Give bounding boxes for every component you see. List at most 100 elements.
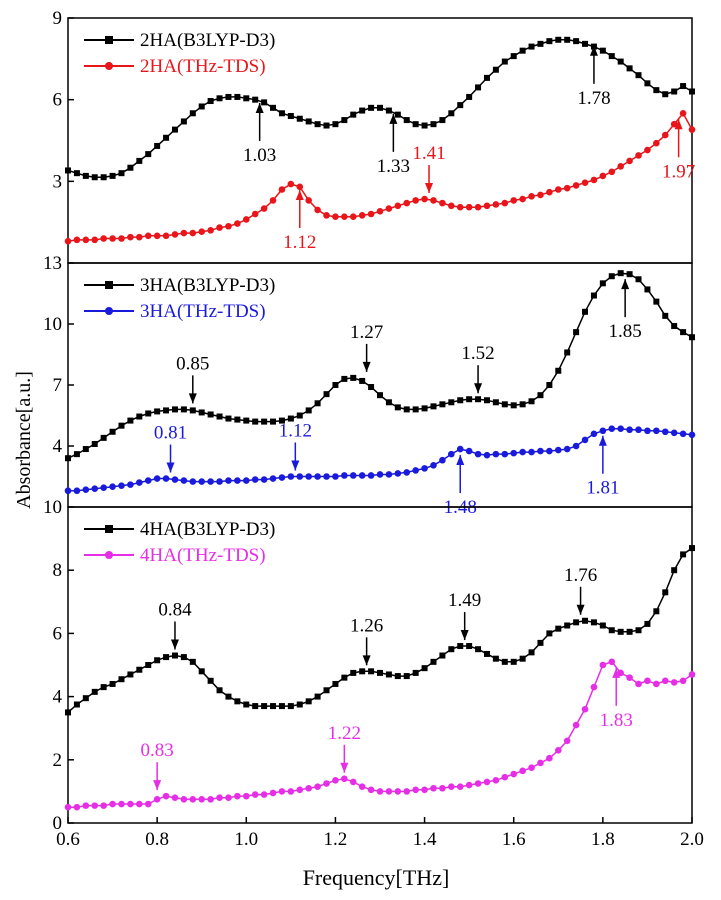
data-point bbox=[109, 680, 116, 687]
data-point bbox=[492, 450, 500, 458]
data-point bbox=[100, 802, 107, 809]
data-point bbox=[501, 401, 508, 408]
data-point bbox=[127, 671, 134, 678]
data-point bbox=[599, 280, 606, 287]
arrow-head bbox=[291, 460, 300, 471]
arrow-head bbox=[674, 119, 683, 130]
peak-annotation: 1.12 bbox=[283, 190, 316, 253]
data-point bbox=[198, 796, 206, 803]
data-point bbox=[225, 222, 232, 230]
data-point bbox=[234, 220, 241, 227]
data-point bbox=[501, 58, 508, 65]
data-point bbox=[582, 40, 589, 47]
data-point bbox=[546, 447, 553, 455]
data-point bbox=[679, 430, 687, 438]
data-point bbox=[689, 334, 695, 341]
data-point bbox=[234, 93, 241, 100]
data-point bbox=[385, 788, 393, 795]
data-point bbox=[314, 693, 321, 700]
data-point bbox=[528, 398, 535, 405]
data-point bbox=[403, 199, 411, 207]
data-point bbox=[590, 176, 598, 184]
data-point bbox=[127, 233, 134, 241]
data-point bbox=[528, 193, 535, 200]
data-point bbox=[456, 783, 464, 790]
data-point bbox=[688, 126, 696, 133]
data-point bbox=[180, 654, 187, 661]
data-point bbox=[608, 658, 616, 666]
data-point bbox=[82, 236, 90, 244]
data-point bbox=[599, 622, 606, 629]
arrow-head bbox=[295, 190, 304, 201]
data-point bbox=[350, 374, 357, 381]
data-point bbox=[537, 191, 544, 199]
data-point bbox=[91, 485, 99, 493]
x-tick-label: 0.6 bbox=[56, 829, 80, 850]
data-point bbox=[439, 456, 446, 464]
data-point bbox=[154, 142, 161, 149]
data-point bbox=[189, 478, 197, 485]
data-point bbox=[421, 122, 428, 129]
data-point bbox=[109, 235, 116, 242]
data-point bbox=[91, 236, 99, 244]
data-point bbox=[412, 786, 419, 794]
data-point bbox=[171, 476, 179, 483]
data-point bbox=[501, 658, 508, 665]
data-point bbox=[367, 786, 375, 794]
data-point bbox=[376, 207, 384, 215]
data-point bbox=[368, 668, 375, 675]
data-point bbox=[323, 391, 330, 398]
data-point bbox=[91, 174, 98, 181]
data-point bbox=[403, 673, 410, 680]
data-point bbox=[412, 121, 419, 128]
peak-annotation: 1.83 bbox=[600, 667, 633, 731]
data-point bbox=[296, 786, 304, 794]
data-point bbox=[118, 170, 125, 177]
data-point bbox=[457, 397, 464, 404]
data-point bbox=[555, 367, 562, 374]
data-point bbox=[510, 449, 518, 457]
data-point bbox=[82, 802, 90, 809]
data-point bbox=[394, 202, 402, 210]
panel-middle: 4 7 10 13 3HA(B3LYP-D3) 3HA(THz-TDS) 0.85 1.27 1… bbox=[43, 253, 696, 518]
data-point bbox=[252, 418, 259, 425]
data-point bbox=[466, 396, 473, 403]
data-point bbox=[234, 698, 241, 705]
data-point bbox=[394, 470, 402, 477]
data-point bbox=[278, 788, 286, 795]
data-point bbox=[359, 668, 366, 675]
data-point bbox=[635, 152, 642, 159]
data-point bbox=[457, 102, 464, 109]
data-point bbox=[225, 415, 232, 422]
data-point bbox=[572, 442, 580, 450]
data-point bbox=[617, 425, 624, 433]
data-point bbox=[323, 473, 330, 480]
series-line bbox=[68, 660, 693, 808]
data-point bbox=[608, 627, 615, 634]
data-point bbox=[555, 625, 562, 632]
data-point bbox=[91, 802, 99, 809]
data-point bbox=[118, 676, 125, 683]
peak-annotation: 1.27 bbox=[350, 322, 383, 372]
peak-label: 1.81 bbox=[586, 478, 619, 499]
peak-label: 1.41 bbox=[412, 143, 445, 164]
peak-label: 1.33 bbox=[377, 156, 410, 177]
data-point bbox=[225, 794, 232, 802]
data-point bbox=[385, 205, 393, 212]
data-point bbox=[644, 677, 651, 685]
data-point bbox=[689, 545, 695, 552]
data-point bbox=[314, 121, 321, 128]
data-point bbox=[287, 415, 294, 422]
data-point bbox=[189, 407, 196, 414]
legend-label: 3HA(B3LYP-D3) bbox=[140, 275, 275, 296]
data-point bbox=[144, 477, 152, 484]
data-point bbox=[465, 203, 473, 211]
data-point bbox=[376, 788, 384, 795]
data-point bbox=[234, 477, 241, 484]
data-point bbox=[269, 789, 277, 797]
data-point bbox=[653, 680, 660, 688]
data-point bbox=[278, 703, 285, 710]
data-point bbox=[216, 794, 223, 802]
data-point bbox=[73, 701, 80, 708]
